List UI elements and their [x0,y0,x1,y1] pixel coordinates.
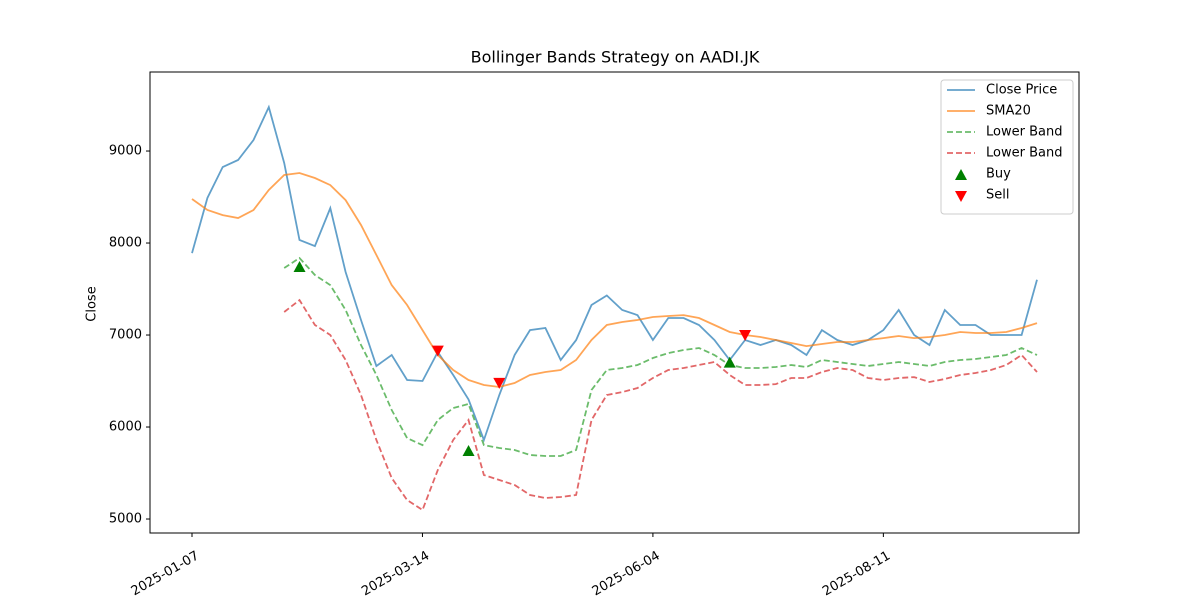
plot-frame [149,71,1080,534]
signal-marker [462,444,475,456]
series-line [283,298,1038,512]
legend-label: Buy [986,167,1011,182]
signal-marker [293,260,306,272]
legend-label: Lower Band [986,125,1062,140]
y-tick-label: 9000 [109,144,142,159]
legend-label: Sell [986,188,1009,203]
y-axis-label: Close [85,286,100,321]
y-tick-label: 6000 [109,420,142,435]
legend-box [940,79,1074,215]
legend-label: Lower Band [986,146,1062,161]
legend-marker [955,191,967,202]
signal-marker [493,377,506,389]
legend-label: SMA20 [986,104,1031,119]
y-tick-label: 8000 [109,236,142,251]
signal-marker [739,330,752,342]
signal-marker [723,356,736,368]
legend-marker [955,169,967,180]
chart-title: Bollinger Bands Strategy on AADI.JK [471,48,760,67]
legend-label: Close Price [986,83,1057,98]
y-tick-label: 7000 [109,328,142,343]
series-line [283,256,1038,457]
y-tick-label: 5000 [109,512,142,527]
series-line [191,172,1038,388]
series-line [191,104,1038,443]
signal-marker [431,345,444,357]
